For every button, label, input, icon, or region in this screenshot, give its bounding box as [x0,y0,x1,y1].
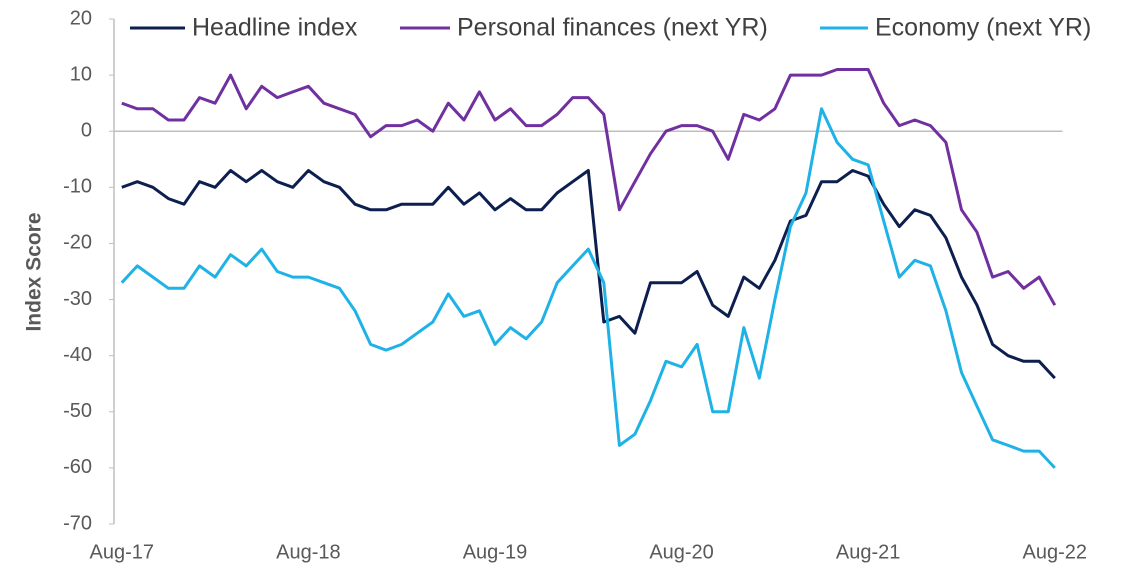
y-tick-label: -10 [63,176,92,198]
y-tick-label: -30 [63,288,92,310]
x-tick-label: Aug-17 [90,541,155,563]
y-tick-label: -40 [63,344,92,366]
y-axis-label: Index Score [23,212,46,331]
y-tick-label: -50 [63,400,92,422]
x-tick-label: Aug-18 [276,541,341,563]
y-tick-label: -70 [63,512,92,534]
x-tick-label: Aug-22 [1023,541,1088,563]
line-series [120,107,1056,469]
line-series [121,169,1056,380]
y-tick-label: -60 [63,456,92,478]
legend-label: Headline index [192,14,358,42]
y-tick-label: 0 [81,120,92,142]
line-series [121,68,1057,306]
y-tick-label: 10 [70,63,92,85]
x-tick-label: Aug-20 [649,541,714,563]
x-tick-label: Aug-21 [836,541,901,563]
x-tick-label: Aug-19 [463,541,528,563]
y-tick-label: 20 [70,7,92,29]
y-tick-label: -20 [63,232,92,254]
legend-label: Personal finances (next YR) [457,14,768,42]
legend-label: Economy (next YR) [875,14,1091,42]
